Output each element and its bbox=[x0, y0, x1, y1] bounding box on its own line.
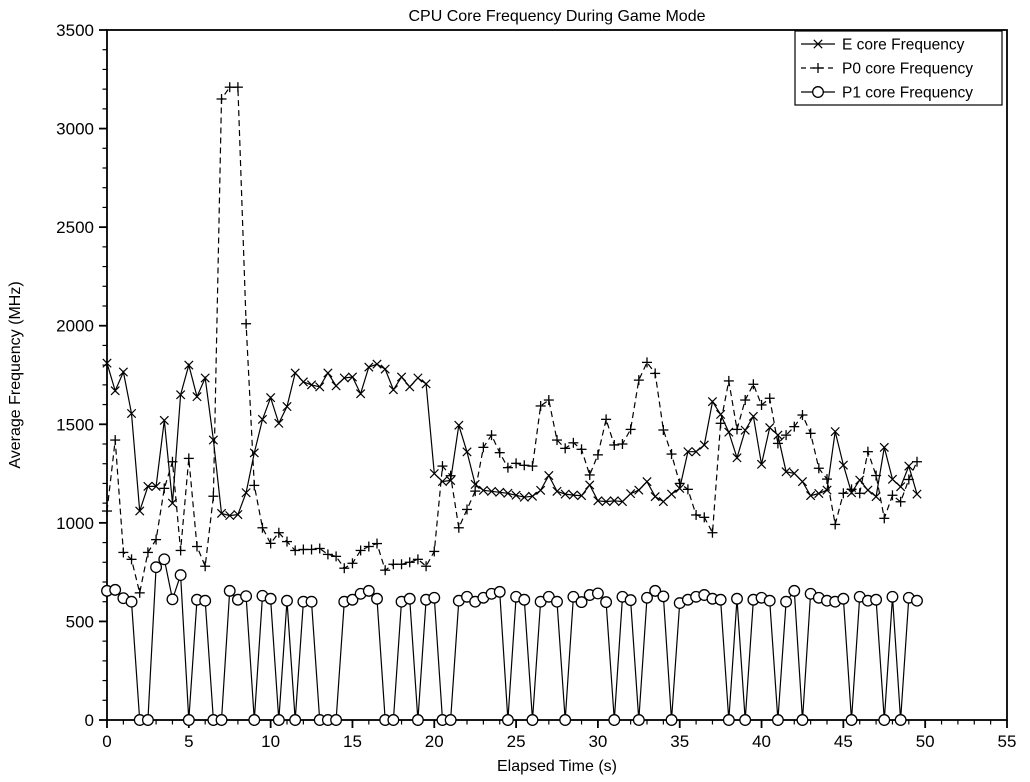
y-tick-label: 1500 bbox=[56, 415, 94, 434]
y-ticks: 0 500 1000 1500 2000 2500 3000 3500 bbox=[56, 21, 107, 730]
x-axis-label: Elapsed Time (s) bbox=[497, 758, 617, 775]
legend-item-3: P1 core Frequency bbox=[801, 85, 973, 102]
x-tick-label: 25 bbox=[507, 732, 526, 751]
axes: 0 5 10 15 20 25 30 35 40 45 50 55 0 500 1000 1500 2000 25… bbox=[56, 21, 1016, 751]
legend-item-2: P0 core Frequency bbox=[801, 61, 973, 78]
y-tick-label: 1000 bbox=[56, 514, 94, 533]
legend: E core Frequency P0 core Frequency P1 core… bbox=[794, 30, 1003, 106]
plot-border bbox=[106, 29, 1008, 721]
series-p1-core-frequency bbox=[101, 553, 923, 726]
legend-label: P0 core Frequency bbox=[842, 61, 973, 78]
y-tick-label: 500 bbox=[66, 612, 94, 631]
series-markers-p1-core-frequency bbox=[101, 553, 923, 726]
y-tick-label: 3000 bbox=[56, 120, 94, 139]
series-line-p1-core-frequency bbox=[106, 558, 918, 721]
x-tick-label: 55 bbox=[998, 732, 1017, 751]
y-tick-label: 2000 bbox=[56, 317, 94, 336]
x-tick-label: 15 bbox=[343, 732, 362, 751]
series-markers-p0-core-frequency bbox=[102, 82, 922, 598]
y-tick-label: 2500 bbox=[56, 218, 94, 237]
x-tick-label: 45 bbox=[834, 732, 853, 751]
series-line-p0-core-frequency bbox=[106, 86, 918, 593]
series-line-e-core-frequency bbox=[106, 362, 918, 517]
x-tick-label: 35 bbox=[670, 732, 689, 751]
x-tick-label: 40 bbox=[752, 732, 771, 751]
x-tick-label: 10 bbox=[261, 732, 280, 751]
x-tick-label: 5 bbox=[184, 732, 193, 751]
y-tick-label: 3500 bbox=[56, 21, 94, 40]
y-axis-label: Average Frequency (MHz) bbox=[7, 281, 24, 468]
y-tick-label: 0 bbox=[85, 711, 94, 730]
x-tick-label: 50 bbox=[916, 732, 935, 751]
x-ticks: 0 5 10 15 20 25 30 35 40 45 50 55 bbox=[102, 720, 1016, 751]
chart-title: CPU Core Frequency During Game Mode bbox=[408, 8, 705, 25]
series-e-core-frequency bbox=[102, 358, 922, 521]
x-tick-label: 20 bbox=[425, 732, 444, 751]
series-markers-e-core-frequency bbox=[102, 358, 922, 521]
plot-series bbox=[101, 82, 923, 726]
legend-item-1: E core Frequency bbox=[801, 37, 965, 54]
legend-label: P1 core Frequency bbox=[842, 85, 973, 102]
legend-label: E core Frequency bbox=[842, 37, 965, 54]
x-tick-label: 0 bbox=[102, 732, 111, 751]
x-tick-label: 30 bbox=[588, 732, 607, 751]
series-p0-core-frequency bbox=[102, 82, 922, 598]
